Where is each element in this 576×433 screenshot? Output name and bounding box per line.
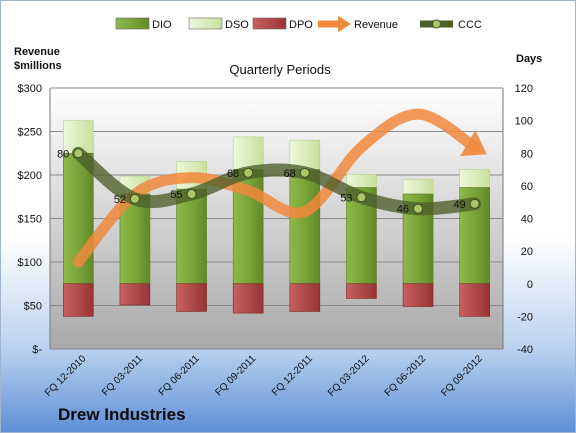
legend-label: DSO: [225, 19, 249, 31]
ccc-data-label: 46: [397, 204, 409, 216]
x-tick-label: FQ 12-2011: [270, 353, 315, 398]
left-tick-label: $250: [18, 127, 42, 139]
dpo-bar: [402, 283, 434, 307]
x-axis-labels: FQ 12-2010 FQ 03-2011 FQ 06-2011 FQ 09-2011…: [43, 353, 485, 399]
legend-swatch: [115, 17, 150, 30]
ccc-point: [356, 192, 367, 203]
legend-swatch-marker: [432, 19, 441, 29]
dpo-bar: [459, 283, 490, 317]
right-tick-label: 60: [521, 181, 533, 193]
ccc-data-label: 53: [340, 192, 352, 204]
ccc-point: [299, 167, 310, 178]
x-tick-label: FQ 09-2012: [439, 353, 485, 399]
right-axis-label: Days: [516, 53, 542, 65]
x-tick-label: FQ 06-2011: [157, 353, 202, 398]
legend-swatch-arrowhead: [338, 16, 351, 32]
left-tick-label: $50: [24, 301, 42, 313]
ccc-point: [243, 167, 254, 178]
dpo-bar: [346, 283, 377, 299]
ccc-point: [186, 189, 197, 200]
dso-bar: [402, 179, 434, 195]
right-tick-label: 20: [521, 246, 533, 258]
chart-legend: DIO DSO DPO Revenue CCC: [115, 16, 482, 32]
ccc-data-label: 68: [284, 168, 296, 180]
dso-bar: [232, 136, 264, 170]
chart-title: Quarterly Periods: [229, 62, 331, 77]
right-tick-label: 100: [515, 116, 533, 128]
legend-label: CCC: [458, 19, 482, 31]
ccc-line: 80 52 55 68 68 53 46 49: [57, 146, 482, 216]
dio-bar: [289, 169, 321, 285]
right-tick-label: -20: [517, 311, 533, 323]
right-axis-ticks: 120 100 80 60 40 20 0 -20 -40: [515, 83, 533, 356]
dpo-bar: [176, 283, 207, 312]
left-axis-label-line2: $millions: [14, 60, 62, 72]
x-tick-label: FQ 03-2012: [326, 353, 372, 399]
dpo-bar: [289, 283, 321, 312]
ccc-point: [129, 193, 140, 204]
left-tick-label: $200: [18, 170, 42, 182]
company-name: Drew Industries: [58, 405, 186, 424]
left-axis-label-line1: Revenue: [14, 46, 60, 58]
ccc-point: [73, 148, 84, 159]
revenue-arrowhead: [460, 130, 487, 157]
right-tick-label: 120: [515, 83, 533, 95]
ccc-point: [413, 203, 424, 214]
x-tick-label: FQ 09-2011: [213, 353, 258, 398]
bar-marks: [63, 120, 490, 317]
dpo-bar: [232, 283, 264, 314]
legend-swatch: [188, 17, 223, 30]
left-tick-label: $-: [32, 344, 42, 356]
left-axis-ticks: $300 $250 $200 $150 $100 $50 $-: [18, 83, 43, 356]
ccc-data-label: 80: [57, 148, 69, 160]
x-tick-label: FQ 03-2011: [100, 353, 145, 398]
ccc-data-label: 49: [453, 199, 465, 211]
right-tick-label: 40: [521, 214, 533, 226]
right-tick-label: 0: [527, 279, 533, 291]
legend-label: DPO: [289, 19, 313, 31]
ccc-point: [469, 198, 480, 209]
x-tick-label: FQ 06-2012: [383, 353, 429, 399]
dpo-bar: [119, 283, 151, 306]
legend-label: Revenue: [354, 19, 398, 31]
dpo-bar: [63, 283, 94, 317]
dso-bar: [346, 174, 377, 188]
left-tick-label: $100: [18, 257, 42, 269]
left-tick-label: $300: [18, 83, 42, 95]
legend-label: DIO: [152, 19, 172, 31]
ccc-data-label: 52: [114, 194, 126, 206]
legend-swatch: [252, 17, 287, 30]
ccc-data-label: 68: [227, 168, 239, 180]
x-tick-label: FQ 12-2010: [43, 353, 89, 399]
left-tick-label: $150: [18, 214, 42, 226]
right-tick-label: -40: [517, 344, 533, 356]
right-tick-label: 80: [521, 148, 533, 160]
ccc-data-label: 55: [170, 189, 182, 201]
dso-bar: [459, 169, 490, 188]
